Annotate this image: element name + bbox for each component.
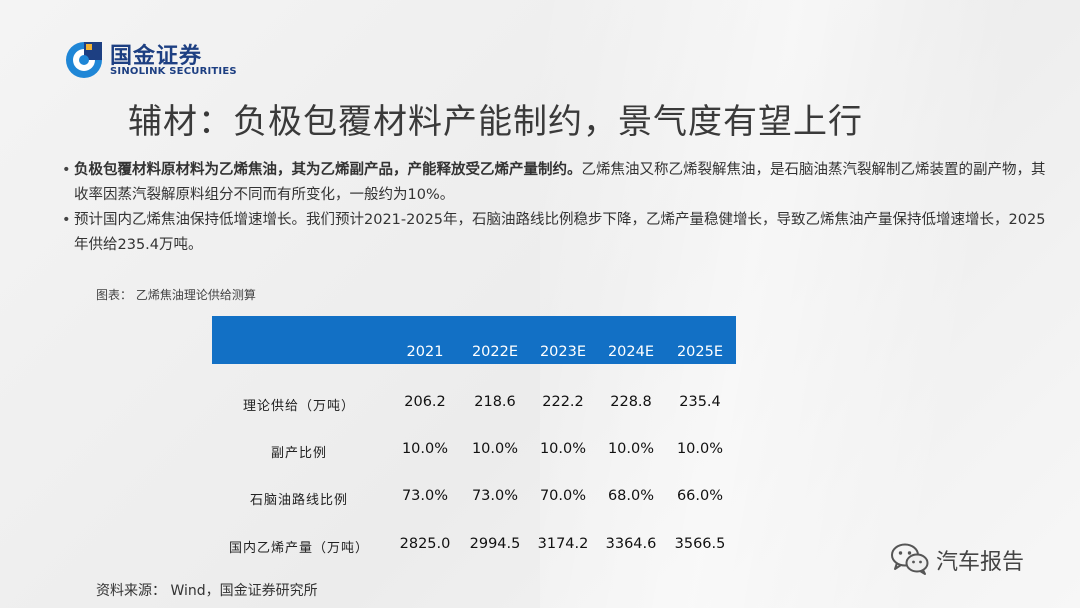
table-cell: 10.0%: [401, 441, 449, 457]
table-cell: 73.0%: [401, 488, 449, 504]
table-cell: 66.0%: [676, 488, 724, 504]
logo-name-en: SINOLINK SECURITIES: [110, 66, 237, 77]
bullet-list: 负极包覆材料原材料为乙烯焦油，其为乙烯副产品，产能释放受乙烯产量制约。乙烯焦油又…: [62, 158, 1052, 258]
wechat-icon: [891, 543, 929, 575]
slide-title: 辅材：负极包覆材料产能制约，景气度有望上行: [128, 102, 863, 142]
column-header: 2025E: [676, 344, 724, 360]
sinolink-logo-icon: [66, 42, 102, 78]
row-label: 副产比例: [270, 446, 328, 461]
table-header-bar: [212, 316, 736, 364]
table-cell: 68.0%: [607, 488, 655, 504]
column-header: 2024E: [607, 344, 655, 360]
bullet-item: 负极包覆材料原材料为乙烯焦油，其为乙烯副产品，产能释放受乙烯产量制约。乙烯焦油又…: [62, 158, 1052, 208]
row-label: 石脑油路线比例: [249, 493, 349, 508]
table-cell: 10.0%: [539, 441, 587, 457]
logo-name-cn: 国金证券: [110, 44, 203, 69]
figure-caption: 图表： 乙烯焦油理论供给测算: [96, 288, 256, 302]
column-header: 2021: [406, 344, 444, 360]
bullet-text: 乙烯焦油又称乙烯裂解焦油，是石脑油蒸汽裂解制乙烯装置的副产物，其收率因蒸汽裂解原…: [74, 162, 1046, 203]
table-cell: 2825.0: [399, 536, 451, 552]
watermark-text: 汽车报告: [936, 550, 1025, 575]
table-cell: 222.2: [542, 394, 584, 410]
table-cell: 3174.2: [537, 536, 589, 552]
column-header: 2023E: [539, 344, 587, 360]
company-logo: 国金证券 SINOLINK SECURITIES: [64, 36, 264, 80]
table-cell: 70.0%: [539, 488, 587, 504]
table-cell: 3364.6: [605, 536, 657, 552]
table-cell: 2994.5: [469, 536, 521, 552]
table-cell: 10.0%: [471, 441, 519, 457]
watermark: 汽车报告: [890, 540, 1050, 580]
row-label: 国内乙烯产量（万吨）: [228, 541, 370, 556]
table-cell: 206.2: [404, 394, 446, 410]
table-cell: 218.6: [474, 394, 516, 410]
source-note: 资料来源： Wind，国金证券研究所: [96, 583, 318, 599]
bullet-bold-text: 负极包覆材料原材料为乙烯焦油，其为乙烯副产品，产能释放受乙烯产量制约。: [74, 162, 582, 178]
data-table: 2021 2022E 2023E 2024E 2025E 理论供给（万吨） 20…: [0, 316, 1080, 556]
bullet-item: 预计国内乙烯焦油保持低增速增长。我们预计2021-2025年，石脑油路线比例稳步…: [62, 208, 1052, 258]
bullet-text: 预计国内乙烯焦油保持低增速增长。我们预计2021-2025年，石脑油路线比例稳步…: [74, 212, 1046, 253]
row-label: 理论供给（万吨）: [242, 399, 356, 414]
table-cell: 10.0%: [676, 441, 724, 457]
column-header: 2022E: [471, 344, 519, 360]
table-cell: 235.4: [679, 394, 721, 410]
table-cell: 10.0%: [607, 441, 655, 457]
table-cell: 228.8: [610, 394, 652, 410]
table-cell: 3566.5: [674, 536, 726, 552]
table-cell: 73.0%: [471, 488, 519, 504]
